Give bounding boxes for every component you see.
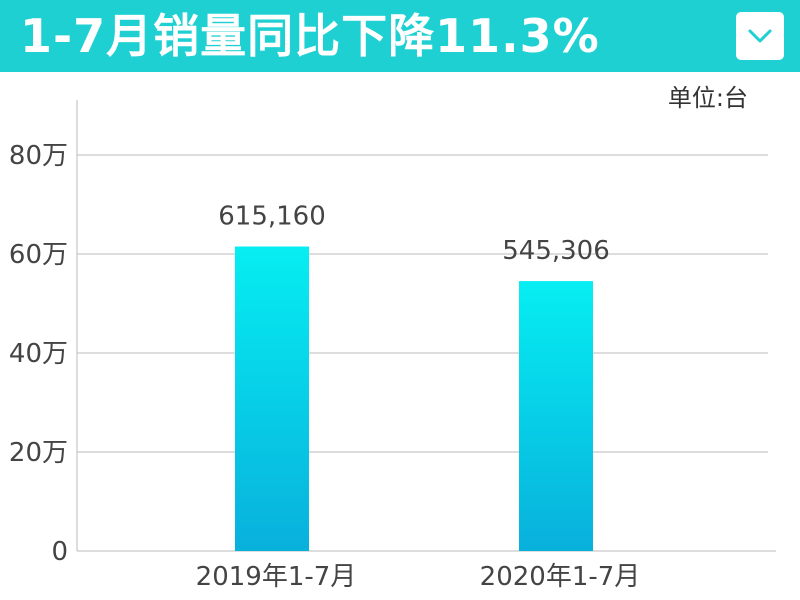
bar	[235, 246, 309, 552]
axes	[76, 100, 776, 552]
header-bar: 1-7月销量同比下降11.3%	[0, 0, 800, 72]
bar	[519, 281, 593, 551]
dropdown-button[interactable]	[736, 12, 784, 60]
bars	[235, 246, 593, 552]
y-tick-label: 60万	[9, 240, 68, 270]
grid-lines	[77, 154, 768, 453]
labels: 0 20万 40万 60万 80万 615,160 2019年1-7月 545,306 2020…	[9, 141, 640, 592]
y-tick-label: 80万	[9, 141, 68, 171]
y-tick-label: 0	[51, 537, 68, 567]
x-tick-label: 2020年1-7月	[480, 562, 641, 592]
data-label: 615,160	[218, 201, 326, 231]
data-label: 545,306	[502, 236, 610, 266]
y-tick-label: 40万	[9, 339, 68, 369]
chevron-down-icon	[748, 29, 772, 43]
y-tick-label: 20万	[9, 438, 68, 468]
x-tick-label: 2019年1-7月	[196, 562, 357, 592]
page-title: 1-7月销量同比下降11.3%	[20, 9, 600, 63]
unit-label: 单位:台	[667, 84, 748, 112]
